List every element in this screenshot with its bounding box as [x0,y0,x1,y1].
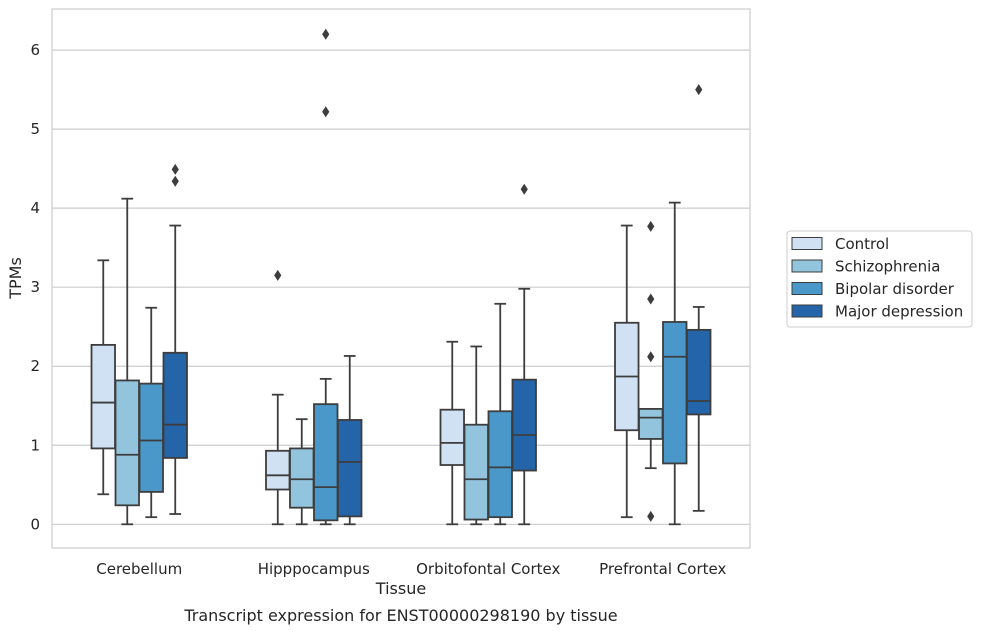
outlier-point [520,183,528,195]
plot-area [51,8,751,549]
box-iqr [686,328,712,416]
y-tick-label: 0 [30,515,40,533]
legend-swatch [791,237,823,250]
outlier-point [647,220,655,232]
box-iqr [313,403,339,522]
chart-caption: Transcript expression for ENST0000029819… [183,606,617,625]
x-axis-ticks: Cerebellum Hipppocampus Orbitofontal Corte… [96,560,726,578]
outlier-point [322,106,330,118]
box-major-depression [337,355,363,526]
y-tick-label: 2 [30,357,40,375]
box-iqr [511,378,537,472]
box-major-depression [511,183,537,526]
box-schizophrenia [638,220,664,522]
outlier-point [647,351,655,363]
box-iqr [289,447,315,509]
legend: Control Schizophrenia Bipolar disorder Majo… [786,230,973,328]
box-bipolar-disorder [662,201,688,526]
y-axis-ticks: 0 1 2 3 4 5 6 [30,41,40,533]
outlier-point [695,84,703,96]
x-tick-label: Hipppocampus [258,560,370,578]
y-tick-label: 3 [30,278,40,296]
x-tick-label: Orbitofontal Cortex [416,560,560,578]
box-bipolar-disorder [313,28,339,526]
x-axis-label: Tissue [375,579,426,598]
outlier-point [171,163,179,175]
outlier-point [274,269,282,281]
box-iqr [337,419,363,518]
legend-label: Schizophrenia [835,258,940,276]
box-bipolar-disorder [487,302,513,526]
outlier-point [647,293,655,305]
box-control [90,259,116,496]
y-axis-label: TPMs [6,257,25,300]
outlier-point [171,175,179,187]
box-iqr [90,343,116,450]
box-iqr [138,382,164,493]
box-iqr [662,321,688,465]
box-schizophrenia [463,345,489,526]
box-iqr [638,408,664,440]
x-tick-label: Cerebellum [96,560,182,578]
box-control [439,340,465,526]
y-tick-label: 6 [30,41,40,59]
box-marks [90,28,712,526]
legend-label: Control [835,235,889,253]
box-iqr [114,379,140,507]
legend-swatch [791,282,823,295]
x-tick-label: Prefrontal Cortex [599,560,726,578]
legend-frame [786,230,973,328]
outlier-point [322,28,330,40]
box-major-depression [686,84,712,512]
legend-swatch [791,304,823,318]
box-iqr [265,449,291,491]
box-schizophrenia [289,418,315,526]
y-tick-label: 4 [30,199,40,217]
legend-label: Bipolar disorder [835,280,955,298]
box-iqr [487,410,513,519]
y-tick-label: 5 [30,120,40,138]
box-control [265,269,291,526]
legend-label: Major depression [835,303,963,321]
box-iqr [162,351,188,459]
box-control [614,224,640,519]
box-iqr [463,423,489,521]
box-bipolar-disorder [138,306,164,519]
legend-swatch [791,259,823,273]
box-iqr [439,408,465,466]
box-major-depression [162,163,188,515]
box-schizophrenia [114,197,140,526]
y-tick-label: 1 [30,436,40,454]
outlier-point [647,510,655,522]
